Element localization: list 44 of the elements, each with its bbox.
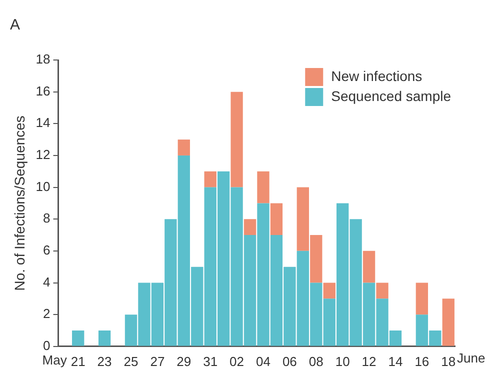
legend-label: New infections bbox=[331, 68, 422, 84]
bar bbox=[323, 282, 336, 299]
y-tick-label: 16 bbox=[36, 83, 50, 98]
x-tick-label: 27 bbox=[150, 354, 165, 369]
x-tick-label: 06 bbox=[282, 354, 297, 369]
bar bbox=[270, 203, 283, 236]
y-tick-label: 0 bbox=[43, 338, 50, 353]
y-tick-label: 4 bbox=[43, 274, 50, 290]
x-tick-label: 12 bbox=[362, 354, 376, 369]
text: May bbox=[42, 352, 68, 368]
bar bbox=[204, 171, 216, 188]
bar bbox=[98, 330, 111, 346]
y-axis-title: No. of Infections/Sequences bbox=[11, 116, 28, 291]
y-tick-label: 2 bbox=[43, 306, 50, 322]
x-tick-label: 02 bbox=[230, 354, 244, 369]
y-tick-label: 6 bbox=[43, 242, 50, 258]
x-tick-label: 04 bbox=[256, 354, 270, 369]
x-tick-label: 16 bbox=[414, 354, 430, 369]
text: A bbox=[10, 16, 20, 34]
y-tick-label: 18 bbox=[36, 52, 50, 67]
y-tick-label: 10 bbox=[36, 178, 50, 194]
bar bbox=[257, 171, 270, 204]
x-tick-label: 29 bbox=[176, 354, 192, 369]
x-tick-label: 25 bbox=[124, 354, 138, 369]
bar bbox=[230, 92, 243, 188]
x-tick-label: 21 bbox=[70, 354, 86, 369]
x-tick-label: 23 bbox=[97, 354, 112, 369]
x-tick-label: 18 bbox=[441, 354, 456, 369]
bar bbox=[416, 282, 428, 315]
bar bbox=[178, 140, 190, 156]
y-tick-label: 12 bbox=[36, 147, 50, 162]
y-tick-label: 14 bbox=[36, 115, 50, 130]
x-tick-label: 31 bbox=[203, 354, 218, 369]
bar bbox=[442, 298, 454, 346]
bar bbox=[362, 250, 376, 283]
bar bbox=[72, 330, 84, 346]
bar bbox=[376, 282, 388, 299]
x-tick-label: 08 bbox=[308, 354, 324, 369]
x-tick-label: 14 bbox=[388, 354, 403, 369]
x-axis-title: June bbox=[457, 350, 486, 366]
bar bbox=[244, 219, 256, 236]
x-tick-label: 10 bbox=[335, 354, 350, 369]
legend-label: Sequenced sample bbox=[331, 88, 452, 104]
y-tick-label: 8 bbox=[43, 210, 50, 226]
